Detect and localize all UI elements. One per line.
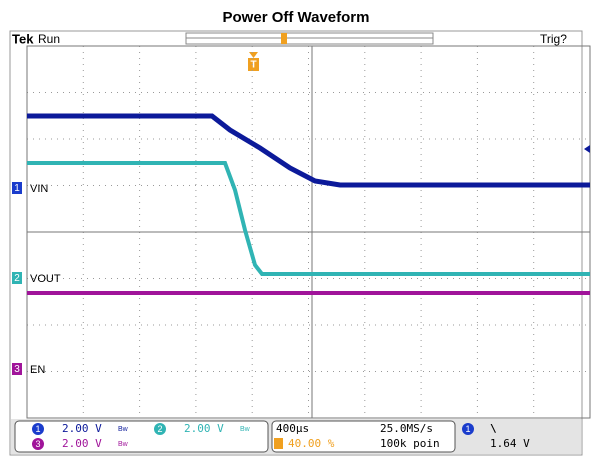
ch1-marker xyxy=(12,182,22,194)
trigger-marker-box xyxy=(248,58,259,71)
horizontal-readout xyxy=(271,420,456,453)
ch1-offscreen-marker xyxy=(584,145,590,153)
ch2-number: 2 xyxy=(14,273,20,284)
r-ch1-number: 1 xyxy=(35,424,40,434)
title: Power Off Waveform xyxy=(223,9,370,26)
r-ch1-bw: Bw xyxy=(118,426,129,433)
ch2-marker xyxy=(12,272,22,284)
r-ch2-bw: Bw xyxy=(240,426,251,433)
ch1-number: 1 xyxy=(14,183,20,194)
trigger-state: Trig? xyxy=(540,32,567,46)
r-ch3-bw: Bw xyxy=(118,441,129,448)
trigger-level: 1.64 V xyxy=(490,437,530,450)
trigger-position: 40.00 % xyxy=(288,437,335,450)
r-ch2-number: 2 xyxy=(157,424,162,434)
vertical-readout xyxy=(14,420,269,453)
record-window xyxy=(281,33,287,44)
trigger-pos-icon xyxy=(274,438,283,449)
ch3-label: EN xyxy=(30,364,45,376)
record-length: 100k poin xyxy=(380,437,440,450)
trigger-source: 1 xyxy=(465,424,470,434)
scope-frame xyxy=(9,30,583,456)
ch2-label: VOUT xyxy=(30,273,61,285)
ch1-label: VIN xyxy=(30,183,48,195)
run-state: Run xyxy=(38,32,60,46)
ch3-number: 3 xyxy=(14,364,20,375)
trigger-slope: \ xyxy=(490,422,497,435)
trig-source-icon xyxy=(462,423,474,435)
r-ch2-icon xyxy=(154,423,166,435)
r-ch3-number: 3 xyxy=(35,439,40,449)
brand: Tek xyxy=(12,31,34,46)
r-ch3-icon xyxy=(32,438,44,450)
r-ch2-scale: 2.00 V xyxy=(184,422,224,435)
r-ch3-scale: 2.00 V xyxy=(62,437,102,450)
ch3-marker xyxy=(12,363,22,375)
trace-vout xyxy=(27,161,590,276)
trigger-marker: T xyxy=(250,60,256,71)
trace-vin xyxy=(27,113,590,188)
r-ch1-icon xyxy=(32,423,44,435)
r-ch1-scale: 2.00 V xyxy=(62,422,102,435)
trigger-arrow xyxy=(249,52,258,58)
timebase: 400µs xyxy=(276,422,309,435)
sample-rate: 25.0MS/s xyxy=(380,422,433,435)
